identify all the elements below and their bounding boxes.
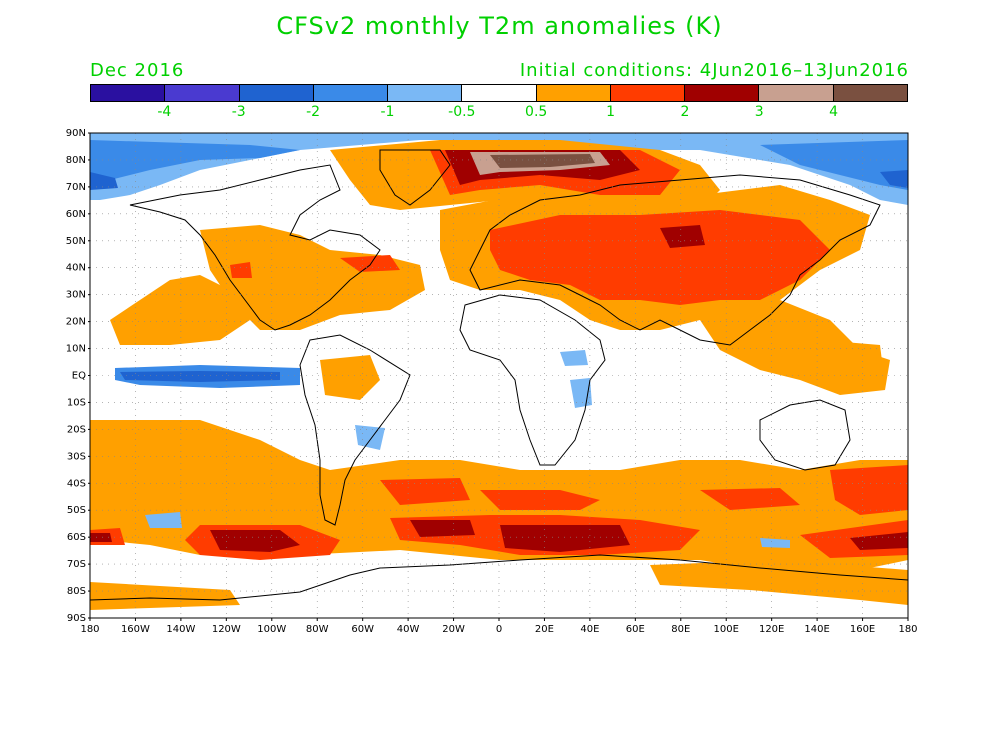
latitude-label: 40N [66,263,86,274]
longitude-label: 140E [804,624,829,635]
longitude-label: 160E [850,624,875,635]
colorbar [90,84,908,102]
colorbar-swatch [462,85,537,101]
longitude-label: 140W [166,624,195,635]
colorbar-swatch [165,85,240,101]
colorbar-swatch [610,85,686,101]
colorbar-swatch [313,85,389,101]
arctic-cold-core [90,140,300,180]
initial-conditions: Initial conditions: 4Jun2016–13Jun2016 [519,60,909,81]
colorbar-label: -3 [231,104,246,120]
colorbar-label: 1 [606,104,615,120]
coast-africa [459,294,606,466]
longitude-label: 100E [714,624,739,635]
longitude-label: 60E [626,624,645,635]
colorbar-swatch [685,85,760,101]
south-pacific-cold [145,512,182,528]
longitude-labels: 180 160W 140W 120W 100W 80W 60W 40W 20W 0 20E 40E 60… [80,618,918,635]
coast-greenland [379,149,451,206]
colorbar-swatch [388,85,463,101]
coast-europe-asia [469,174,881,346]
longitude-label: 180 [898,624,917,635]
colorbar-swatch [833,85,907,101]
coast-south-america [299,334,411,526]
page-title: CFSv2 monthly T2m anomalies (K) [276,12,723,40]
latitude-label: 90S [67,613,86,624]
longitude-label: 180 [80,624,99,635]
arctic-cold-deep-east [880,170,908,188]
longitude-label: 40W [397,624,420,635]
latitude-label: 40S [67,478,86,489]
latitude-labels: 90N 80N 70N 60N 50N 40N 30N 20N 10N EQ 10S 20S 30S 40… [66,128,90,624]
longitude-label: 160W [121,624,150,635]
longitude-label: 0 [496,624,502,635]
latitude-label: 70N [66,182,86,193]
arctic-cold-deep [90,172,118,190]
colorbar-label: 0.5 [525,104,548,120]
latitude-label: 80S [67,586,86,597]
latitude-label: 20N [66,317,86,328]
colorbar-label: -2 [306,104,321,120]
latitude-label: 50S [67,505,86,516]
forecast-month: Dec 2016 [90,60,185,81]
colorbar-swatch [91,85,166,101]
colorbar-label: -1 [380,104,395,120]
longitude-label: 120E [759,624,784,635]
latitude-label: 50N [66,236,86,247]
latitude-label: 60N [66,209,86,220]
arctic-cold-core-east [760,140,908,190]
colorbar-label: -4 [157,104,172,120]
colorbar-swatch [759,85,834,101]
longitude-label: 100W [257,624,286,635]
latitude-label: EQ [72,371,86,382]
latitude-label: 10N [66,344,86,355]
latitude-label: 70S [67,559,86,570]
longitude-label: 20W [442,624,465,635]
coast-antarctica [90,554,908,601]
colorbar-label: 4 [829,104,839,120]
latitude-label: 30N [66,290,86,301]
latitude-label: 10S [67,397,86,408]
north-america-warm [200,225,425,330]
latitude-label: 20S [67,424,86,435]
latitude-label: 90N [66,128,86,139]
longitude-label: 80W [306,624,329,635]
colorbar-swatch [536,85,611,101]
longitude-label: 40E [580,624,599,635]
colorbar-label: -0.5 [448,104,476,120]
longitude-label: 60W [351,624,374,635]
longitude-label: 20E [535,624,554,635]
latitude-label: 30S [67,451,86,462]
latitude-label: 80N [66,155,86,166]
latitude-label: 60S [67,532,86,543]
longitude-label: 120W [212,624,241,635]
colorbar-swatch [239,85,314,101]
colorbar-label: 2 [680,104,690,120]
colorbar-label: 3 [754,104,764,120]
graticule [90,133,908,618]
longitude-label: 80E [671,624,690,635]
